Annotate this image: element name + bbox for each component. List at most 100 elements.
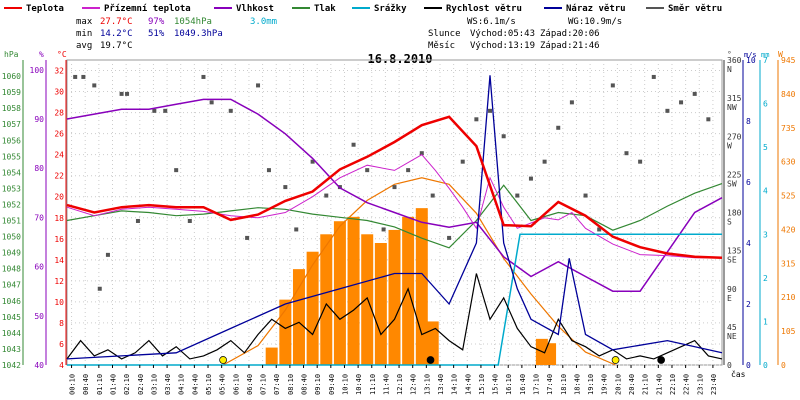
unit-ms: m/s bbox=[744, 51, 757, 59]
series-wind-gust bbox=[66, 75, 723, 360]
series-temperature bbox=[66, 115, 723, 259]
direction-axis-tick-3: 135 bbox=[727, 247, 742, 256]
temperature-axis-tick-9: 22 bbox=[54, 172, 64, 181]
x-tick-label-27: 13:40 bbox=[437, 374, 445, 395]
x-tick-label-39: 19:40 bbox=[601, 374, 609, 395]
direction-axis-tick-dir-6: W bbox=[727, 141, 732, 150]
pressure-axis-tick-4: 1046 bbox=[2, 297, 21, 306]
x-tick-label-40: 20:10 bbox=[614, 374, 622, 395]
direction-point-4 bbox=[105, 252, 110, 257]
x-tick-label-45: 22:40 bbox=[683, 374, 691, 395]
direction-point-34 bbox=[501, 134, 506, 139]
x-tick-label-43: 21:40 bbox=[655, 374, 663, 395]
solar-axis-tick-1: 105 bbox=[781, 327, 796, 336]
x-tick-label-23: 11:40 bbox=[382, 374, 390, 395]
pressure-axis-tick-7: 1049 bbox=[2, 249, 21, 258]
direction-point-1 bbox=[81, 74, 86, 79]
pressure-axis-tick-17: 1059 bbox=[2, 88, 21, 97]
wind-axis-tick-0: 0 bbox=[746, 361, 751, 370]
direction-point-47 bbox=[679, 100, 684, 105]
legend-label-5: Rychlost větru bbox=[446, 3, 522, 14]
temperature-axis-tick-3: 10 bbox=[54, 298, 64, 307]
rain-axis-tick-7: 7 bbox=[763, 56, 768, 65]
x-tick-label-7: 03:40 bbox=[164, 374, 172, 395]
solar-axis-tick-2: 210 bbox=[781, 293, 796, 302]
x-tick-label-41: 20:40 bbox=[628, 374, 636, 395]
x-tick-label-17: 08:40 bbox=[301, 374, 309, 395]
legend-label-7: Směr větru bbox=[668, 3, 722, 14]
axis-units: hPa % °C ° m/s mm W čas bbox=[4, 50, 783, 379]
direction-point-25 bbox=[381, 227, 386, 232]
temperature-axis-tick-7: 18 bbox=[54, 214, 64, 223]
direction-point-31 bbox=[460, 159, 465, 164]
x-tick-label-36: 18:10 bbox=[560, 374, 568, 395]
direction-axis-tick-0: 0 bbox=[727, 361, 732, 370]
rain-axis-tick-6: 6 bbox=[763, 100, 768, 109]
direction-point-39 bbox=[569, 100, 574, 105]
pressure-axis-tick-1: 1043 bbox=[2, 345, 21, 354]
unit-hpa: hPa bbox=[4, 50, 19, 59]
series-humidity bbox=[66, 98, 723, 292]
x-tick-label-33: 16:40 bbox=[519, 374, 527, 395]
info-panel: max 27.7°C 97% 1054hPa 3.0mm min 14.2°C … bbox=[76, 17, 622, 66]
x-tick-label-9: 04:40 bbox=[191, 374, 199, 395]
direction-axis-tick-dir-2: E bbox=[727, 294, 732, 303]
pressure-axis-tick-2: 1044 bbox=[2, 329, 21, 338]
unit-w: W bbox=[778, 50, 783, 59]
solar-axis-tick-6: 630 bbox=[781, 158, 796, 167]
moon-set: Západ:21:46 bbox=[540, 41, 600, 51]
temperature-axis-tick-2: 8 bbox=[59, 319, 64, 328]
wind-speed-info: WS:6.1m/s bbox=[467, 17, 516, 27]
direction-point-23 bbox=[351, 142, 356, 147]
x-tick-label-42: 21:10 bbox=[642, 374, 650, 395]
direction-point-19 bbox=[294, 227, 299, 232]
direction-point-20 bbox=[310, 159, 315, 164]
direction-point-46 bbox=[665, 108, 670, 113]
rain-axis-tick-2: 2 bbox=[763, 274, 768, 283]
rain-axis-tick-4: 4 bbox=[763, 187, 768, 196]
x-tick-label-46: 23:10 bbox=[696, 374, 704, 395]
direction-point-6 bbox=[125, 91, 130, 96]
rain-axis-tick-0: 0 bbox=[763, 361, 768, 370]
x-tick-label-34: 17:10 bbox=[533, 374, 541, 395]
temperature-axis-tick-14: 32 bbox=[54, 67, 64, 76]
legend: Teplota Přízemní teplota Vlhkost Tlak Srážky… bbox=[0, 0, 800, 14]
x-tick-label-21: 10:40 bbox=[355, 374, 363, 395]
x-tick-label-15: 07:40 bbox=[273, 374, 281, 395]
rain-bar-9 bbox=[388, 229, 401, 365]
direction-point-45 bbox=[651, 74, 656, 79]
direction-point-10 bbox=[174, 168, 179, 173]
direction-axis-tick-4: 180 bbox=[727, 209, 742, 218]
temperature-axis-tick-10: 24 bbox=[54, 151, 64, 160]
temperature-axis-tick-12: 28 bbox=[54, 109, 64, 118]
solar-axis-tick-7: 735 bbox=[781, 124, 796, 133]
legend-label-6: Náraz větru bbox=[566, 3, 626, 14]
direction-point-48 bbox=[692, 91, 697, 96]
direction-point-44 bbox=[638, 159, 643, 164]
stat-min-hum: 51% bbox=[148, 29, 165, 39]
unit-celsius: °C bbox=[57, 50, 67, 59]
solar-axis-tick-9: 945 bbox=[781, 56, 796, 65]
legend-bar bbox=[0, 0, 800, 13]
x-tick-label-1: 00:40 bbox=[82, 374, 90, 395]
x-tick-label-35: 17:40 bbox=[546, 374, 554, 395]
temperature-axis-tick-1: 6 bbox=[59, 340, 64, 349]
x-tick-label-26: 13:10 bbox=[423, 374, 431, 395]
direction-point-43 bbox=[624, 151, 629, 156]
x-tick-label-29: 14:40 bbox=[464, 374, 472, 395]
pressure-axis-tick-18: 1060 bbox=[2, 72, 21, 81]
sun-marker-sunset bbox=[611, 356, 620, 364]
x-tick-label-4: 02:10 bbox=[123, 374, 131, 395]
moon-marker-moonrise bbox=[426, 356, 435, 364]
stat-avg-temp: 19.7°C bbox=[100, 41, 133, 51]
direction-point-18 bbox=[283, 185, 288, 190]
wind-axis-tick-5: 10 bbox=[746, 56, 756, 65]
stat-max-label: max bbox=[76, 17, 93, 27]
rain-bar-2 bbox=[292, 269, 305, 365]
direction-axis-tick-dir-7: NW bbox=[727, 103, 737, 112]
sun-label: Slunce bbox=[428, 29, 461, 39]
direction-axis-tick-2: 90 bbox=[727, 285, 737, 294]
stat-max-temp: 27.7°C bbox=[100, 17, 133, 27]
direction-axis-tick-5: 225 bbox=[727, 170, 742, 179]
temperature-axis-tick-8: 20 bbox=[54, 193, 64, 202]
